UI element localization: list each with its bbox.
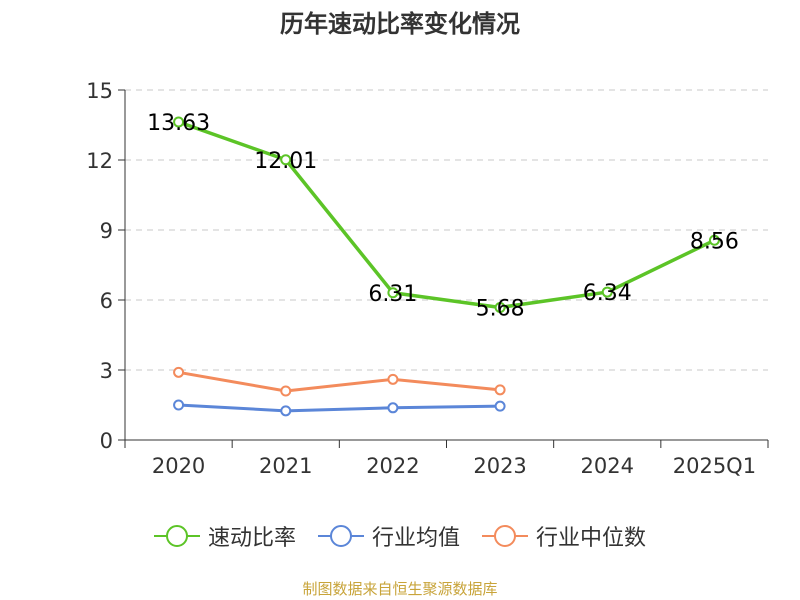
legend-label: 速动比率 bbox=[207, 526, 296, 551]
y-tick-label: 15 bbox=[86, 79, 113, 103]
x-tick-label: 2022 bbox=[366, 454, 419, 478]
data-label: 12.01 bbox=[254, 149, 317, 174]
data-point bbox=[173, 116, 185, 128]
x-tick-label: 2020 bbox=[152, 454, 205, 478]
series-line-1 bbox=[178, 403, 501, 413]
data-labels: 13.63 12.01 6.31 5.68 6.34 8.56 bbox=[147, 111, 739, 322]
legend-marker-icon bbox=[317, 525, 364, 547]
data-point bbox=[173, 366, 185, 378]
series-lines bbox=[173, 116, 720, 417]
y-tick-label: 3 bbox=[100, 359, 113, 383]
y-tick-label: 0 bbox=[100, 429, 113, 453]
data-label: 8.56 bbox=[690, 229, 739, 254]
series-line-2 bbox=[178, 370, 501, 393]
data-point bbox=[708, 234, 720, 246]
legend-item[interactable]: 行业中位数 bbox=[482, 520, 646, 552]
data-point bbox=[280, 405, 292, 417]
data-point bbox=[494, 301, 506, 313]
y-tick-label: 6 bbox=[100, 289, 113, 313]
data-point bbox=[494, 400, 506, 412]
data-point bbox=[280, 154, 292, 166]
legend-label: 行业均值 bbox=[371, 526, 460, 551]
legend: 速动比率 行业均值 行业中位数 bbox=[0, 520, 800, 552]
data-label: 5.68 bbox=[476, 296, 525, 321]
legend-label: 行业中位数 bbox=[536, 526, 647, 551]
legend-item[interactable]: 速动比率 bbox=[153, 520, 296, 552]
grid-lines bbox=[125, 89, 768, 371]
data-point bbox=[494, 384, 506, 396]
series-line-0 bbox=[178, 120, 716, 310]
axes: 0 3 6 9 12 15 2020 2021 2022 2023 2024 2025Q1 bbox=[86, 79, 769, 478]
data-point bbox=[387, 287, 399, 299]
data-point bbox=[280, 385, 292, 397]
data-point bbox=[601, 286, 613, 298]
x-tick-label: 2021 bbox=[259, 454, 312, 478]
x-tick-label: 2023 bbox=[473, 454, 526, 478]
legend-marker-icon bbox=[482, 525, 528, 547]
y-tick-label: 12 bbox=[86, 149, 113, 173]
data-point bbox=[173, 399, 185, 411]
source-note: 制图数据来自恒生聚源数据库 bbox=[302, 580, 498, 598]
legend-marker-icon bbox=[153, 525, 200, 547]
data-label: 6.34 bbox=[583, 281, 632, 306]
data-label: 6.31 bbox=[368, 282, 417, 307]
data-point bbox=[387, 373, 399, 385]
x-tick-label: 2024 bbox=[581, 454, 634, 478]
y-tick-label: 9 bbox=[100, 219, 113, 243]
legend-item[interactable]: 行业均值 bbox=[317, 520, 460, 552]
chart-title: 历年速动比率变化情况 bbox=[280, 10, 520, 38]
x-tick-label: 2025Q1 bbox=[673, 454, 756, 478]
data-point bbox=[387, 402, 399, 414]
data-label: 13.63 bbox=[147, 111, 210, 136]
